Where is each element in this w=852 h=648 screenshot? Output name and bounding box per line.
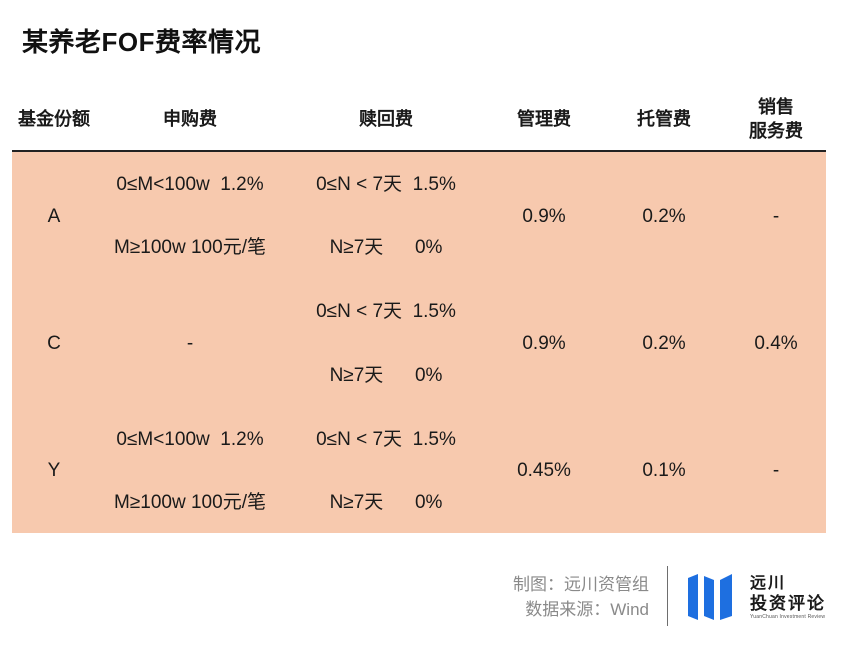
redemption-tier-cell: 0≤N < 7天 1.5% [316, 429, 456, 450]
footer-divider [667, 566, 668, 626]
redemption-tier-cell: 0≤N < 7天 1.5% [316, 301, 456, 322]
brand-name-line2: 投资评论 [750, 594, 826, 613]
brand-subtitle: YuanChuan Investment Review [750, 614, 826, 620]
page-title: 某养老FOF费率情况 [22, 27, 261, 57]
redemption-tier-cell: 0≤N < 7天 1.5% [316, 174, 456, 195]
subscription-tier-cell: M≥100w 100元/笔 [114, 492, 266, 513]
share-class-cell: Y [47, 460, 61, 481]
header-redemption-fee: 赎回费 [359, 109, 413, 129]
footer-credits: 制图：远川资管组 数据来源：Wind [513, 572, 649, 622]
subscription-tier-cell: 0≤M<100w 1.2% [116, 174, 264, 195]
data-source-text: 数据来源：Wind [525, 600, 649, 619]
sales-service-fee-cell: 0.4% [754, 333, 798, 354]
header-share-class: 基金份额 [18, 109, 90, 129]
sales-service-fee-cell: - [772, 206, 780, 227]
subscription-tier-cell: M≥100w 100元/笔 [114, 237, 266, 258]
subscription-tier-cell: - [186, 333, 194, 354]
share-class-cell: A [47, 206, 61, 227]
management-fee-cell: 0.45% [517, 460, 571, 481]
header-subscription-fee: 申购费 [163, 109, 217, 129]
header-management-fee: 管理费 [517, 109, 571, 129]
brand-logo-icon [688, 574, 732, 620]
management-fee-cell: 0.9% [522, 206, 566, 227]
custody-fee-cell: 0.1% [642, 460, 686, 481]
table-body: A 0≤M<100w 1.2% M≥100w 100元/笔 0≤N < 7天 1… [12, 152, 826, 533]
redemption-tier-cell: N≥7天 0% [329, 492, 443, 513]
header-custody-fee: 托管费 [637, 109, 691, 129]
header-sales-service-fee: 销售 服务费 [716, 90, 836, 148]
header-sales-line2: 服务费 [749, 121, 803, 141]
brand-name-line1: 远川 [750, 575, 787, 592]
subscription-tier-cell: 0≤M<100w 1.2% [116, 429, 264, 450]
redemption-tier-cell: N≥7天 0% [329, 365, 443, 386]
share-class-cell: C [47, 333, 61, 354]
management-fee-cell: 0.9% [522, 333, 566, 354]
made-by-text: 制图：远川资管组 [513, 575, 649, 594]
redemption-tier-cell: N≥7天 0% [329, 237, 443, 258]
custody-fee-cell: 0.2% [642, 333, 686, 354]
sales-service-fee-cell: - [772, 460, 780, 481]
table-header: 基金份额 申购费 赎回费 管理费 托管费 销售 服务费 [12, 90, 826, 152]
header-sales-line1: 销售 [758, 97, 794, 117]
custody-fee-cell: 0.2% [642, 206, 686, 227]
